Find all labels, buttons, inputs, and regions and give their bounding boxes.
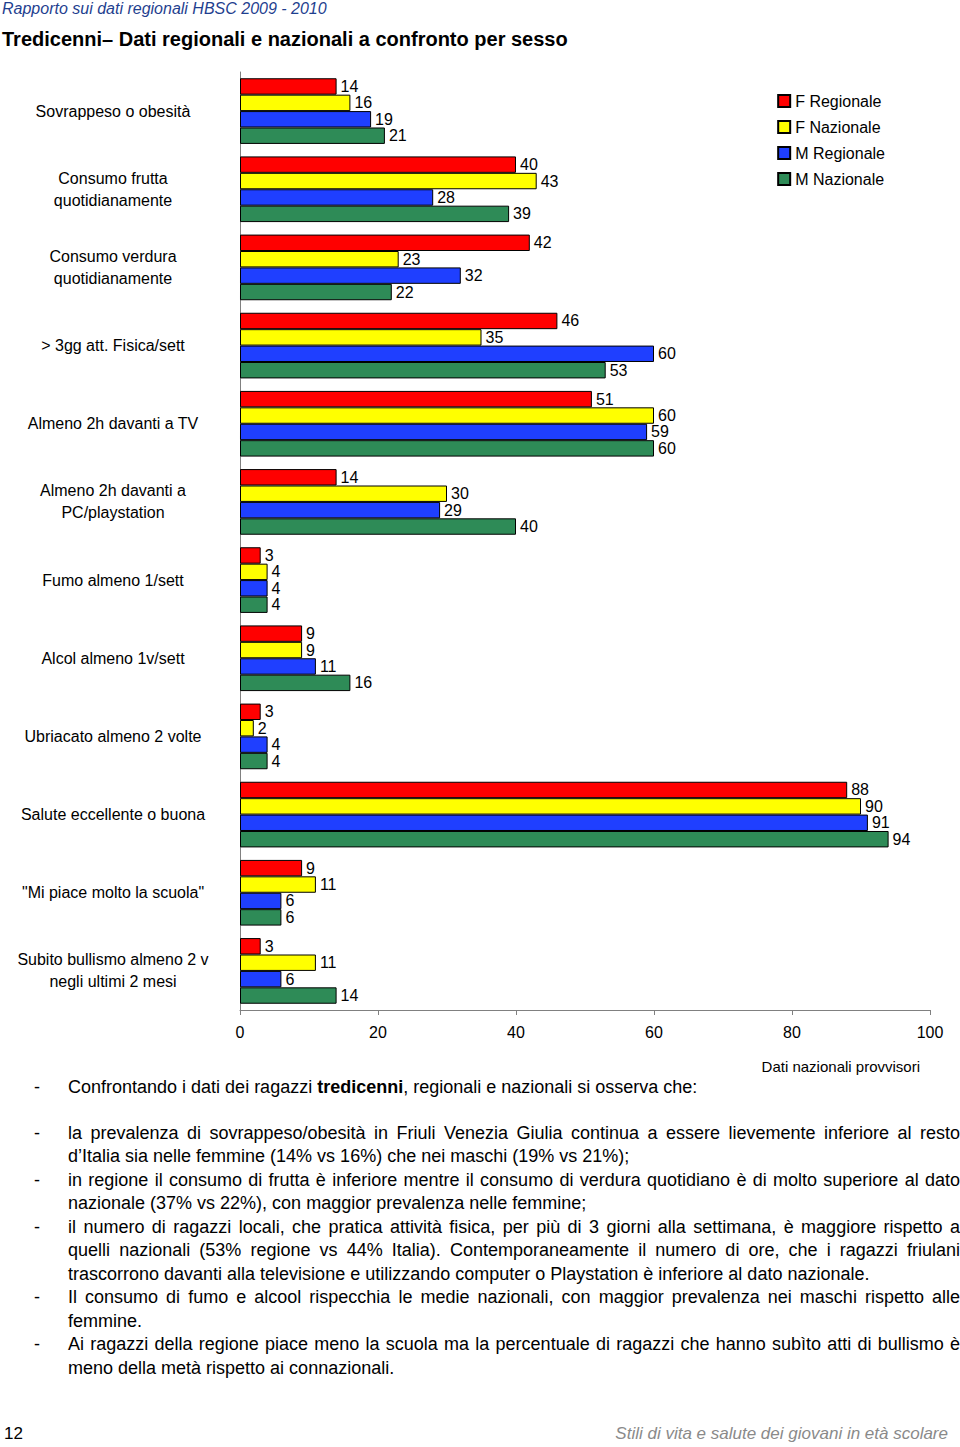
svg-text:3: 3 [265, 938, 274, 955]
svg-text:3: 3 [265, 703, 274, 720]
svg-text:Ubriacato almeno 2 volte: Ubriacato almeno 2 volte [25, 728, 202, 745]
svg-text:negli ultimi 2 mesi: negli ultimi 2 mesi [49, 973, 176, 990]
svg-text:51: 51 [596, 391, 614, 408]
svg-text:9: 9 [306, 625, 315, 642]
html-text:la prevalenza di sovrappeso/ob: la prevalenza di sovrappeso/obesità in F… [68, 1122, 960, 1166]
html-text:Ai ragazzi della regione piace: Ai ragazzi della regione piace meno la s… [68, 1334, 960, 1378]
svg-text:53: 53 [610, 362, 628, 379]
svg-text:Salute eccellente o buona: Salute eccellente o buona [21, 806, 205, 823]
svg-text:Almeno 2h davanti a: Almeno 2h davanti a [40, 482, 186, 499]
html-text:Il consumo di fumo e alcool ri: Il consumo di fumo e alcool rispecchia l… [68, 1287, 960, 1331]
svg-text:14: 14 [341, 469, 359, 486]
svg-text:60: 60 [658, 345, 676, 362]
svg-text:Fumo almeno 1/sett: Fumo almeno 1/sett [42, 572, 184, 589]
svg-text:90: 90 [865, 798, 883, 815]
svg-text:16: 16 [354, 674, 372, 691]
svg-text:19: 19 [375, 111, 393, 128]
svg-text:"Mi piace molto la scuola": "Mi piace molto la scuola" [22, 884, 204, 901]
svg-text:42: 42 [534, 234, 552, 251]
svg-text:32: 32 [465, 267, 483, 284]
svg-text:Almeno 2h davanti a TV: Almeno 2h davanti a TV [28, 415, 199, 432]
svg-text:40: 40 [507, 1024, 525, 1041]
svg-text:F Regionale: F Regionale [795, 93, 881, 110]
svg-text:22: 22 [396, 284, 414, 301]
svg-text:11: 11 [320, 876, 337, 893]
html-text:Tredicenni– Dati regionali e n: Tredicenni– Dati regionali e nazionali a… [2, 28, 568, 50]
svg-text:60: 60 [658, 407, 676, 424]
svg-text:6: 6 [285, 892, 294, 909]
svg-text:40: 40 [520, 518, 538, 535]
svg-text:6: 6 [285, 971, 294, 988]
svg-text:Sovrappeso o obesità: Sovrappeso o obesità [36, 103, 191, 120]
svg-text:2: 2 [258, 720, 267, 737]
html-text:il numero di ragazzi locali, c: il numero di ragazzi locali, che pratica… [68, 1216, 960, 1284]
svg-text:28: 28 [437, 189, 455, 206]
html-text:12: 12 [4, 1424, 23, 1443]
html-text:Dati nazionali provvisori: Dati nazionali provvisori [761, 1058, 920, 1075]
svg-text:quotidianamente: quotidianamente [54, 192, 172, 209]
svg-text:59: 59 [651, 423, 669, 440]
svg-text:4: 4 [272, 580, 281, 597]
svg-text:Consumo verdura: Consumo verdura [49, 248, 176, 265]
svg-text:4: 4 [272, 736, 281, 753]
svg-text:> 3gg att. Fisica/sett: > 3gg att. Fisica/sett [41, 337, 185, 354]
svg-text:43: 43 [541, 173, 559, 190]
svg-text:4: 4 [272, 753, 281, 770]
svg-text:29: 29 [444, 502, 462, 519]
svg-text:14: 14 [341, 987, 359, 1004]
svg-text:91: 91 [872, 814, 890, 831]
svg-text:100: 100 [917, 1024, 944, 1041]
html-text:Stili di vita e salute dei gio: Stili di vita e salute dei giovani in et… [615, 1424, 948, 1443]
svg-text:30: 30 [451, 485, 469, 502]
svg-text:11: 11 [320, 658, 337, 675]
svg-text:Consumo frutta: Consumo frutta [58, 170, 167, 187]
svg-text:60: 60 [658, 440, 676, 457]
svg-text:M Nazionale: M Nazionale [795, 171, 884, 188]
svg-text:11: 11 [320, 954, 337, 971]
html-text:in regione il consumo di frutt: in regione il consumo di frutta è inferi… [68, 1169, 960, 1213]
svg-text:21: 21 [389, 127, 407, 144]
svg-text:14: 14 [341, 78, 359, 95]
svg-text:80: 80 [783, 1024, 801, 1041]
html-text:Rapporto sui dati regionali HB: Rapporto sui dati regionali HBSC 2009 - … [2, 0, 327, 17]
svg-text:Alcol almeno 1v/sett: Alcol almeno 1v/sett [41, 650, 185, 667]
svg-text:40: 40 [520, 156, 538, 173]
html-text:Confrontando i dati dei ragazz: Confrontando i dati dei ragazzi tredicen… [68, 1077, 698, 1097]
svg-text:0: 0 [236, 1024, 245, 1041]
svg-text:F Nazionale: F Nazionale [795, 119, 880, 136]
svg-text:39: 39 [513, 205, 531, 222]
svg-text:4: 4 [272, 596, 281, 613]
svg-text:60: 60 [645, 1024, 663, 1041]
svg-text:9: 9 [306, 642, 315, 659]
svg-text:PC/playstation: PC/playstation [61, 504, 164, 521]
svg-text:6: 6 [285, 909, 294, 926]
svg-text:quotidianamente: quotidianamente [54, 270, 172, 287]
svg-text:16: 16 [354, 94, 372, 111]
svg-text:23: 23 [403, 251, 421, 268]
svg-text:9: 9 [306, 860, 315, 877]
svg-text:M Regionale: M Regionale [795, 145, 885, 162]
svg-text:88: 88 [851, 781, 869, 798]
svg-text:46: 46 [561, 312, 579, 329]
svg-text:4: 4 [272, 563, 281, 580]
svg-text:Subito bullismo almeno 2 v: Subito bullismo almeno 2 v [17, 951, 208, 968]
svg-text:20: 20 [369, 1024, 387, 1041]
svg-text:35: 35 [486, 329, 504, 346]
svg-text:94: 94 [893, 831, 911, 848]
svg-text:3: 3 [265, 547, 274, 564]
